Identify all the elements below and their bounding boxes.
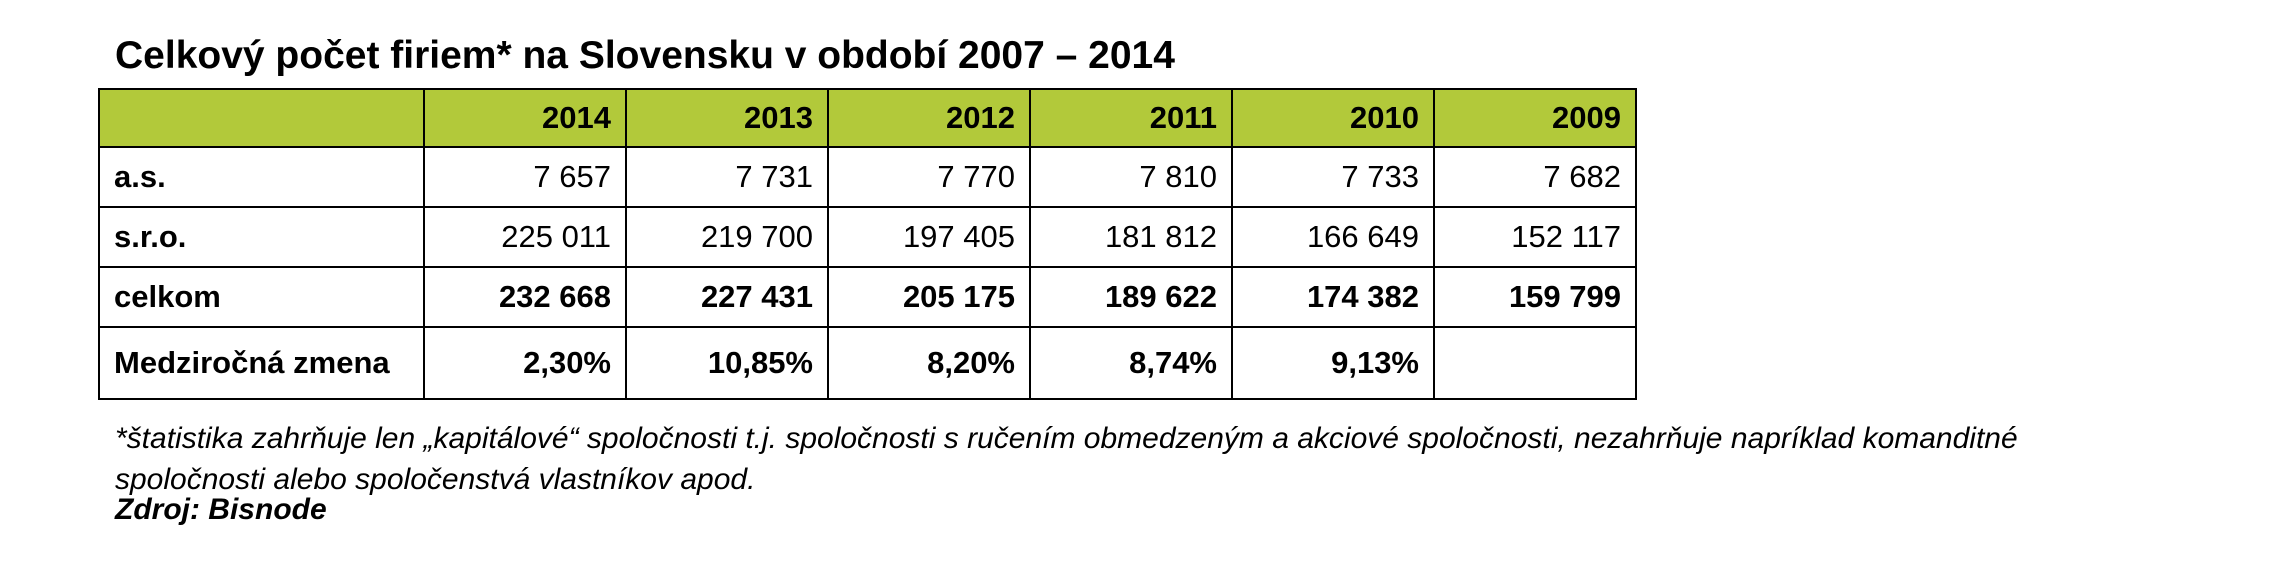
table-cell: 7 733	[1231, 146, 1435, 208]
column-header-2011: 2011	[1029, 88, 1233, 148]
column-header-2014: 2014	[423, 88, 627, 148]
table-cell: 166 649	[1231, 206, 1435, 268]
table-cell: 10,85%	[625, 326, 829, 400]
table-cell: 8,74%	[1029, 326, 1233, 400]
column-header-2009: 2009	[1433, 88, 1637, 148]
table-row-yearly-change: Medziročná zmena 2,30% 10,85% 8,20% 8,74…	[98, 326, 1637, 400]
table-cell: 174 382	[1231, 266, 1435, 328]
header-row: 2014 2013 2012 2011 2010 2009	[98, 88, 1637, 148]
table-cell: 227 431	[625, 266, 829, 328]
table-cell: 7 770	[827, 146, 1031, 208]
table-cell: 205 175	[827, 266, 1031, 328]
table-cell: 219 700	[625, 206, 829, 268]
table-cell	[1433, 326, 1637, 400]
table-cell: 9,13%	[1231, 326, 1435, 400]
column-header-2010: 2010	[1231, 88, 1435, 148]
table-row-sro: s.r.o. 225 011 219 700 197 405 181 812 1…	[98, 206, 1637, 268]
row-label: a.s.	[98, 146, 425, 208]
row-label: s.r.o.	[98, 206, 425, 268]
row-label: Medziročná zmena	[98, 326, 425, 400]
firm-count-table: 2014 2013 2012 2011 2010 2009 a.s. 7 657…	[98, 88, 1637, 400]
table-cell: 159 799	[1433, 266, 1637, 328]
table-cell: 152 117	[1433, 206, 1637, 268]
column-header-2013: 2013	[625, 88, 829, 148]
table-row-as: a.s. 7 657 7 731 7 770 7 810 7 733 7 682	[98, 146, 1637, 208]
table-cell: 7 657	[423, 146, 627, 208]
row-label: celkom	[98, 266, 425, 328]
header-corner-cell	[98, 88, 425, 148]
table-row-total: celkom 232 668 227 431 205 175 189 622 1…	[98, 266, 1637, 328]
table-cell: 189 622	[1029, 266, 1233, 328]
table-cell: 7 682	[1433, 146, 1637, 208]
source-credit: Zdroj: Bisnode	[115, 493, 327, 526]
table-cell: 8,20%	[827, 326, 1031, 400]
column-header-2012: 2012	[827, 88, 1031, 148]
table-cell: 7 810	[1029, 146, 1233, 208]
table-cell: 232 668	[423, 266, 627, 328]
table-cell: 197 405	[827, 206, 1031, 268]
table-cell: 181 812	[1029, 206, 1233, 268]
footnote: *štatistika zahrňuje len „kapitálové“ sp…	[115, 422, 2018, 496]
table-cell: 7 731	[625, 146, 829, 208]
table-cell: 225 011	[423, 206, 627, 268]
table-cell: 2,30%	[423, 326, 627, 400]
table-title: Celkový počet firiem* na Slovensku v obd…	[115, 34, 1175, 77]
